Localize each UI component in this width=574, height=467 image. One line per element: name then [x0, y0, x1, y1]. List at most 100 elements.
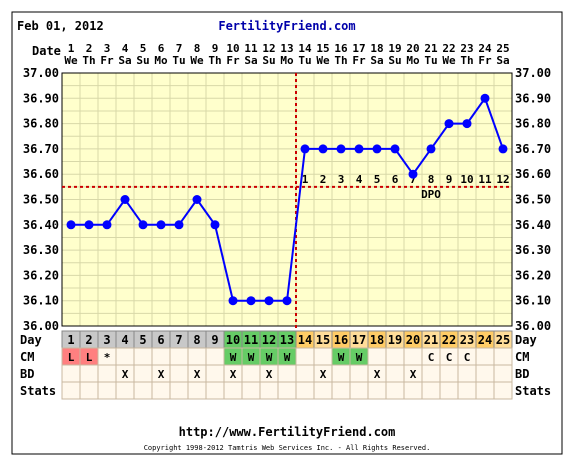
y-tick-right: 36.90: [515, 91, 551, 105]
cm-mark: W: [284, 351, 291, 364]
bd-mark: X: [158, 368, 165, 381]
cycle-day-label: 9: [211, 333, 218, 347]
temperature-point: [210, 220, 220, 230]
cycle-day-label: 4: [121, 333, 128, 347]
cm-mark: C: [464, 351, 471, 364]
date-label: 24: [478, 42, 492, 55]
weekday-label: Sa: [496, 54, 509, 67]
date-label: 23: [460, 42, 473, 55]
cycle-day-label: 18: [370, 333, 384, 347]
weekday-label: Su: [262, 54, 275, 67]
grid-cell: [151, 347, 171, 366]
weekday-label: Fr: [478, 54, 492, 67]
weekday-label: Tu: [424, 54, 437, 67]
grid-cell: [295, 381, 315, 400]
dpo-label: 7: [410, 173, 417, 186]
date-label: 17: [352, 42, 365, 55]
date-label: 19: [388, 42, 401, 55]
grid-cell: [385, 381, 405, 400]
cycle-day-label: 12: [262, 333, 276, 347]
date-label: 20: [406, 42, 419, 55]
bd-mark: X: [374, 368, 381, 381]
grid-cell: [61, 381, 81, 400]
grid-cell: [457, 381, 477, 400]
bd-mark: X: [266, 368, 273, 381]
cm-mark: W: [230, 351, 237, 364]
y-tick-left: 36.70: [23, 142, 59, 156]
y-tick-right: 36.60: [515, 167, 551, 181]
grid-cell: [115, 381, 135, 400]
date-label: 13: [280, 42, 293, 55]
site-title: FertilityFriend.com: [218, 19, 355, 33]
grid-cell: [79, 381, 99, 400]
row-label-date: Date: [32, 44, 61, 58]
grid-cell: [259, 381, 279, 400]
chart-date: Feb 01, 2012: [17, 19, 104, 33]
date-label: 1: [68, 42, 75, 55]
grid-cell: [151, 381, 171, 400]
bd-mark: X: [410, 368, 417, 381]
y-tick-right: 37.00: [515, 66, 551, 80]
weekday-label: Fr: [100, 54, 114, 67]
footer-copyright: Copyright 1998-2012 Tamtris Web Services…: [144, 444, 431, 452]
row-label-day-left: Day: [20, 333, 42, 347]
dpo-label: 3: [338, 173, 345, 186]
coverline-label: DPO: [421, 188, 441, 201]
date-label: 11: [244, 42, 258, 55]
temperature-point: [354, 144, 364, 154]
cycle-day-label: 3: [103, 333, 110, 347]
weekday-label: Th: [460, 54, 473, 67]
bd-mark: X: [320, 368, 327, 381]
cycle-day-label: 21: [424, 333, 438, 347]
temperature-point: [372, 144, 382, 154]
cm-mark: C: [446, 351, 453, 364]
date-label: 10: [226, 42, 239, 55]
date-label: 7: [176, 42, 183, 55]
weekday-label: Sa: [244, 54, 257, 67]
grid-cell: [169, 347, 189, 366]
grid-cell: [421, 381, 441, 400]
grid-cell: [385, 364, 405, 383]
dpo-label: 11: [478, 173, 492, 186]
grid-cell: [133, 381, 153, 400]
y-tick-left: 36.80: [23, 117, 59, 131]
y-tick-left: 36.50: [23, 193, 59, 207]
weekday-label: We: [442, 54, 456, 67]
row-label-cm-left: CM: [20, 350, 34, 364]
y-tick-left: 36.10: [23, 294, 59, 308]
grid-cell: [493, 381, 513, 400]
weekday-label: Th: [208, 54, 221, 67]
weekday-label: Mo: [406, 54, 420, 67]
y-tick-right: 36.40: [515, 218, 551, 232]
grid-cell: [61, 364, 81, 383]
y-tick-right: 36.10: [515, 294, 551, 308]
temperature-point: [498, 144, 508, 154]
grid-cell: [493, 347, 513, 366]
grid-cell: [439, 381, 459, 400]
weekday-label: Tu: [172, 54, 185, 67]
bd-mark: X: [230, 368, 237, 381]
date-label: 18: [370, 42, 383, 55]
cycle-day-label: 6: [157, 333, 164, 347]
grid-cell: [169, 364, 189, 383]
grid-cell: [97, 364, 117, 383]
cycle-day-label: 24: [478, 333, 492, 347]
grid-cell: [313, 381, 333, 400]
grid-cell: [313, 347, 333, 366]
temperature-point: [318, 144, 328, 154]
y-tick-right: 36.70: [515, 142, 551, 156]
grid-cell: [331, 364, 351, 383]
row-label-bd-left: BD: [20, 367, 34, 381]
temperature-point: [138, 220, 148, 230]
grid-cell: [187, 381, 207, 400]
cycle-day-label: 14: [298, 333, 312, 347]
date-label: 14: [298, 42, 312, 55]
temperature-point: [192, 195, 202, 204]
cm-mark: L: [68, 351, 75, 364]
bd-mark: X: [122, 368, 129, 381]
grid-cell: [79, 364, 99, 383]
dpo-label: 12: [496, 173, 509, 186]
grid-cell: [349, 381, 369, 400]
date-label: 4: [122, 42, 129, 55]
